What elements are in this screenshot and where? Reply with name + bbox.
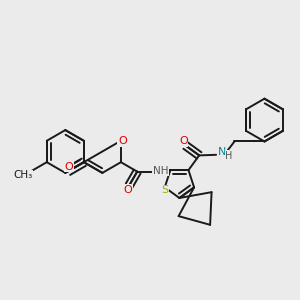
Text: NH: NH	[153, 166, 169, 176]
Text: N: N	[218, 146, 226, 157]
Text: O: O	[118, 136, 127, 146]
Text: H: H	[225, 151, 233, 161]
Text: O: O	[179, 136, 188, 146]
Text: S: S	[161, 185, 168, 195]
Text: CH₃: CH₃	[13, 170, 32, 180]
Text: O: O	[64, 161, 73, 172]
Text: O: O	[123, 185, 132, 195]
